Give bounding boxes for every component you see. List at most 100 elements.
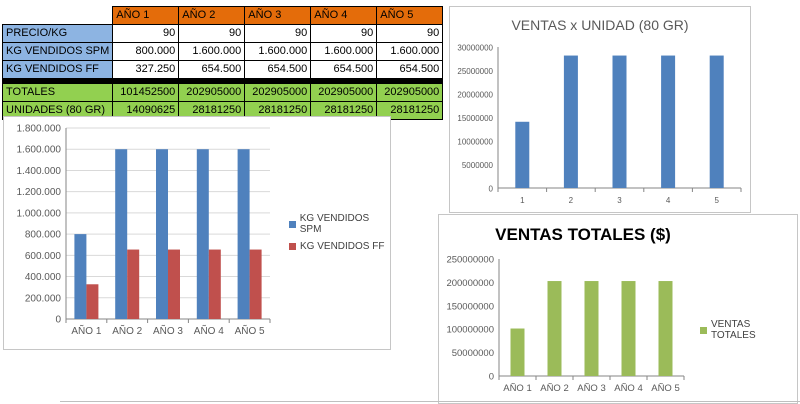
value-cell[interactable]: 1.600.000 — [244, 42, 312, 61]
y-tick-label: 800.000 — [25, 230, 62, 241]
legend-entry: KG VENDIDOS SPM — [289, 213, 390, 235]
legend-label: KG VENDIDOS SPM — [299, 213, 370, 235]
value-cell[interactable]: 28181250 — [310, 101, 378, 120]
ventas-unidad-plot: 0 5000000 10000000 15000000 20000000 25000000… — [457, 44, 742, 205]
bar — [249, 249, 262, 319]
bar — [709, 55, 724, 188]
table-row-kg-spm: KG VENDIDOS SPM 800.000 1.600.000 1.600.… — [1, 42, 444, 61]
x-tick-label: AÑO 4 — [614, 383, 643, 394]
bar — [661, 55, 676, 188]
bar — [115, 149, 128, 319]
value-cell[interactable]: 90 — [310, 24, 378, 43]
x-tick-label: 4 — [666, 196, 671, 205]
y-tick-label: 150000000 — [446, 301, 494, 312]
value-cell[interactable]: 90 — [376, 24, 444, 43]
header-row: AÑO 1 AÑO 2 AÑO 3 AÑO 4 AÑO 5 — [3, 6, 444, 25]
bar — [515, 121, 530, 188]
x-tick-label: AÑO 4 — [194, 324, 224, 337]
header-cell[interactable]: AÑO 4 — [310, 6, 378, 25]
y-tick-label: 0 — [489, 372, 494, 383]
bar — [127, 249, 140, 319]
kg-vendidos-legend: KG VENDIDOS SPM KG VENDIDOS FF — [289, 213, 390, 258]
header-cell[interactable]: AÑO 1 — [112, 6, 180, 25]
value-cell[interactable]: 14090625 — [112, 101, 180, 120]
y-tick-label: 200.000 — [25, 293, 62, 304]
value-cell[interactable]: 654.500 — [178, 60, 246, 79]
header-cell[interactable]: AÑO 2 — [178, 6, 246, 25]
value-cell[interactable]: 202905000 — [178, 83, 246, 102]
value-cell[interactable]: 28181250 — [376, 101, 444, 120]
data-table: AÑO 1 AÑO 2 AÑO 3 AÑO 4 AÑO 5 PRECIO/KG … — [1, 6, 444, 120]
value-cell[interactable]: 202905000 — [310, 83, 378, 102]
bar — [237, 149, 250, 319]
ventas-totales-chart[interactable]: VENTAS TOTALES ($) 0 50000000 100000000 150… — [438, 214, 798, 404]
header-cell[interactable]: AÑO 5 — [376, 6, 444, 25]
value-cell[interactable]: 654.500 — [244, 60, 312, 79]
y-tick-label: 25000000 — [457, 67, 493, 76]
bar — [563, 55, 578, 188]
y-tick-label: 0 — [55, 315, 61, 326]
bar — [612, 55, 627, 188]
row-label-cell[interactable]: PRECIO/KG — [1, 24, 114, 43]
value-cell[interactable]: 90 — [244, 24, 312, 43]
value-cell[interactable]: 202905000 — [244, 83, 312, 102]
legend-swatch-spm — [289, 220, 296, 228]
y-tick-label: 1.000.000 — [17, 208, 62, 219]
y-tick-label: 10000000 — [457, 138, 493, 147]
row-label-cell[interactable]: KG VENDIDOS FF — [1, 60, 114, 79]
y-tick-label: 50000000 — [452, 348, 494, 359]
row-label-cell[interactable]: KG VENDIDOS SPM — [1, 42, 114, 61]
kg-vendidos-chart[interactable]: 0 200.000 400.000 600.000 800.000 1.000.000 1.… — [3, 116, 391, 350]
y-tick-label: 30000000 — [457, 44, 493, 53]
bar — [621, 281, 636, 376]
value-cell[interactable]: 1.600.000 — [310, 42, 378, 61]
value-cell[interactable]: 1.600.000 — [376, 42, 444, 61]
value-cell[interactable]: 654.500 — [376, 60, 444, 79]
value-cell[interactable]: 654.500 — [310, 60, 378, 79]
value-cell[interactable]: 90 — [112, 24, 180, 43]
value-cell[interactable]: 90 — [178, 24, 246, 43]
bar — [547, 281, 562, 376]
empty-corner-cell[interactable] — [3, 7, 113, 25]
header-cell[interactable]: AÑO 3 — [244, 6, 312, 25]
legend-entry: VENTAS TOTALES — [700, 319, 797, 341]
y-tick-label: 1.400.000 — [17, 166, 62, 177]
chart-title: VENTAS x UNIDAD (80 GR) — [511, 17, 689, 33]
table-row-kg-ff: KG VENDIDOS FF 327.250 654.500 654.500 6… — [1, 60, 444, 79]
value-cell[interactable]: 28181250 — [178, 101, 246, 120]
bar — [510, 328, 525, 376]
table-row-unidades: UNIDADES (80 GR) 14090625 28181250 28181… — [1, 101, 444, 120]
sheet-gridline — [60, 401, 800, 402]
value-cell[interactable]: 800.000 — [112, 42, 180, 61]
ventas-unidad-chart[interactable]: VENTAS x UNIDAD (80 GR) 0 5000000 10000000… — [449, 6, 751, 213]
x-tick-label: AÑO 3 — [153, 324, 183, 337]
table-row-totales: TOTALES 101452500 202905000 202905000 20… — [1, 83, 444, 102]
ventas-totales-plot: 0 50000000 100000000 150000000 200000000 2500… — [446, 255, 685, 394]
row-label-cell[interactable]: TOTALES — [1, 83, 114, 102]
bar — [168, 249, 180, 319]
x-tick-label: AÑO 3 — [577, 383, 606, 394]
bar — [658, 281, 673, 376]
value-cell[interactable]: 202905000 — [376, 83, 444, 102]
bar — [208, 249, 221, 319]
y-tick-label: 0 — [489, 185, 494, 194]
y-tick-label: 15000000 — [457, 114, 493, 123]
y-tick-label: 250000000 — [446, 255, 494, 266]
bar — [86, 284, 99, 319]
row-label-cell[interactable]: UNIDADES (80 GR) — [1, 101, 114, 120]
table-row-precio: PRECIO/KG 90 90 90 90 90 — [1, 24, 444, 43]
y-tick-label: 1.600.000 — [17, 145, 62, 156]
bar — [196, 149, 209, 319]
y-tick-label: 20000000 — [457, 91, 493, 100]
value-cell[interactable]: 101452500 — [112, 83, 180, 102]
y-tick-label: 5000000 — [462, 161, 494, 170]
legend-swatch-ff — [289, 243, 296, 250]
x-tick-label: AÑO 2 — [112, 324, 142, 337]
x-tick-label: 3 — [617, 196, 622, 205]
value-cell[interactable]: 1.600.000 — [178, 42, 246, 61]
y-tick-label: 200000000 — [446, 278, 494, 289]
x-tick-label: AÑO 5 — [235, 324, 265, 337]
x-tick-label: 2 — [569, 196, 574, 205]
value-cell[interactable]: 327.250 — [112, 60, 180, 79]
legend-label: KG VENDIDOS FF — [300, 241, 385, 252]
